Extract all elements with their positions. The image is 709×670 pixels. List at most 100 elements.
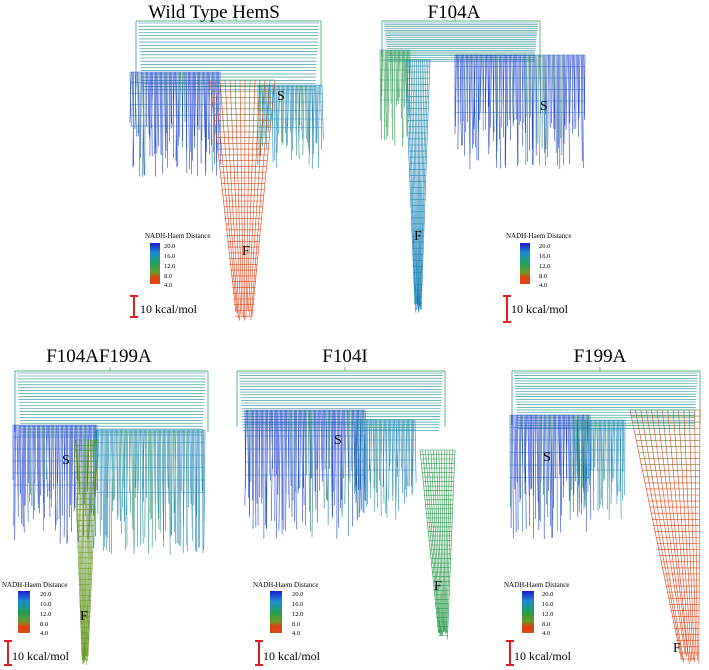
colorbar-tick: 4.0 bbox=[40, 630, 48, 637]
tree-branch bbox=[438, 449, 444, 633]
panel-wild-type: Wild Type HemS S F NADH-Haem Distance 20… bbox=[129, 2, 324, 321]
tree-branch bbox=[111, 429, 113, 555]
tree-branch bbox=[276, 409, 279, 538]
tree-branch bbox=[87, 439, 99, 657]
tree-branch bbox=[197, 71, 199, 126]
tree-branch bbox=[406, 59, 416, 305]
tree-branch bbox=[142, 71, 145, 178]
tree-branch bbox=[181, 429, 183, 492]
tree-branch bbox=[86, 439, 93, 656]
tree-branch bbox=[75, 439, 83, 661]
tree-branch bbox=[32, 424, 35, 520]
tree-branch bbox=[505, 54, 507, 168]
minimum-label-f-f104i: F bbox=[434, 579, 442, 594]
panel-title-f104i: F104I bbox=[322, 346, 367, 367]
colorbar-tick: 12.0 bbox=[164, 263, 175, 270]
tree-branch bbox=[350, 409, 353, 472]
minimum-label-s-f104af199a: S bbox=[62, 453, 70, 468]
tree-branch bbox=[515, 54, 517, 120]
scale-bar-wild-type: 10 kcal/mol bbox=[130, 295, 198, 318]
tree-branch bbox=[585, 414, 588, 532]
tree-branch bbox=[645, 409, 686, 656]
tree-branch bbox=[156, 429, 159, 519]
panel-title-wild-type: Wild Type HemS bbox=[148, 2, 280, 23]
tree-branch bbox=[457, 54, 460, 150]
tree-branch bbox=[42, 424, 44, 531]
colorbar-tick: 12.0 bbox=[292, 611, 303, 618]
tree-branch bbox=[51, 424, 53, 508]
tree-branch bbox=[198, 71, 200, 131]
tree-branch bbox=[251, 79, 276, 316]
tree-branch bbox=[596, 419, 599, 473]
tree-branch bbox=[594, 419, 596, 468]
tree-branch bbox=[553, 414, 555, 509]
tree-branch bbox=[546, 414, 549, 518]
tree-branch bbox=[189, 429, 192, 504]
tree-branch bbox=[406, 419, 408, 498]
tree-branch bbox=[188, 71, 190, 170]
tree-branch bbox=[561, 414, 563, 516]
tree-branch bbox=[463, 54, 466, 122]
tree-branch bbox=[397, 49, 400, 105]
tree-branch bbox=[561, 54, 563, 156]
tree-branch bbox=[326, 409, 328, 500]
tree-branch bbox=[332, 409, 334, 498]
tree-branch bbox=[258, 409, 261, 474]
minimum-label-f-wild-type: F bbox=[242, 244, 250, 259]
tree-branch bbox=[282, 84, 284, 143]
panel-title-f104af199a: F104AF199A bbox=[46, 346, 152, 367]
tree-branch bbox=[419, 59, 427, 310]
tree-branch bbox=[166, 429, 169, 489]
colorbar-tick: 8.0 bbox=[292, 621, 300, 628]
tree-branch bbox=[178, 71, 180, 146]
tree-branch bbox=[549, 414, 552, 527]
tree-branch bbox=[544, 54, 546, 167]
tree-branch bbox=[179, 429, 182, 547]
scale-bar-f104a: 10 kcal/mol bbox=[503, 295, 569, 323]
tree-branch bbox=[285, 409, 287, 531]
tree-branch bbox=[137, 429, 139, 548]
tree-branch bbox=[287, 84, 289, 146]
tree-branch bbox=[479, 54, 482, 112]
tree-branch bbox=[224, 79, 240, 321]
tree-branch bbox=[301, 409, 304, 522]
tree-branch bbox=[566, 414, 568, 481]
tree-branch bbox=[249, 79, 266, 317]
tree-branch bbox=[524, 414, 527, 483]
scale-bar-label: 10 kcal/mol bbox=[514, 649, 572, 663]
tree-branch bbox=[385, 49, 387, 107]
tree-branch bbox=[284, 84, 286, 134]
tree-branch bbox=[604, 419, 607, 480]
tree-branch bbox=[313, 84, 315, 155]
tree-branch bbox=[445, 449, 450, 632]
colorbar-gradient bbox=[150, 243, 160, 284]
tree-branch bbox=[219, 79, 239, 320]
tree-branch bbox=[131, 429, 134, 530]
tree-branch bbox=[297, 409, 300, 494]
tree-branch bbox=[419, 449, 439, 634]
tree-branch bbox=[477, 54, 479, 132]
tree-branch bbox=[420, 59, 431, 311]
tree-branch bbox=[578, 419, 581, 485]
tree-branch bbox=[200, 429, 203, 491]
tree-branch bbox=[496, 54, 499, 152]
tree-branch bbox=[172, 71, 175, 126]
tree-branch bbox=[414, 59, 418, 305]
tree-branch bbox=[250, 79, 271, 321]
tree-branch bbox=[419, 59, 425, 306]
tree-branch bbox=[57, 424, 60, 484]
tree-branch bbox=[201, 71, 203, 141]
colorbar-tick: 20.0 bbox=[539, 243, 550, 250]
tree-branch bbox=[330, 409, 333, 519]
tree-branch bbox=[549, 54, 551, 128]
tree-branch bbox=[427, 449, 441, 636]
colorbar-tick: 4.0 bbox=[164, 282, 172, 289]
tree-branch bbox=[137, 71, 140, 134]
colorbar-gradient bbox=[18, 591, 30, 633]
tree-branch bbox=[418, 59, 421, 312]
tree-branch bbox=[545, 414, 547, 505]
tree-branch bbox=[294, 84, 297, 156]
tree-branch bbox=[617, 419, 619, 496]
tree-branch bbox=[66, 424, 68, 545]
tree-branch bbox=[545, 54, 547, 115]
